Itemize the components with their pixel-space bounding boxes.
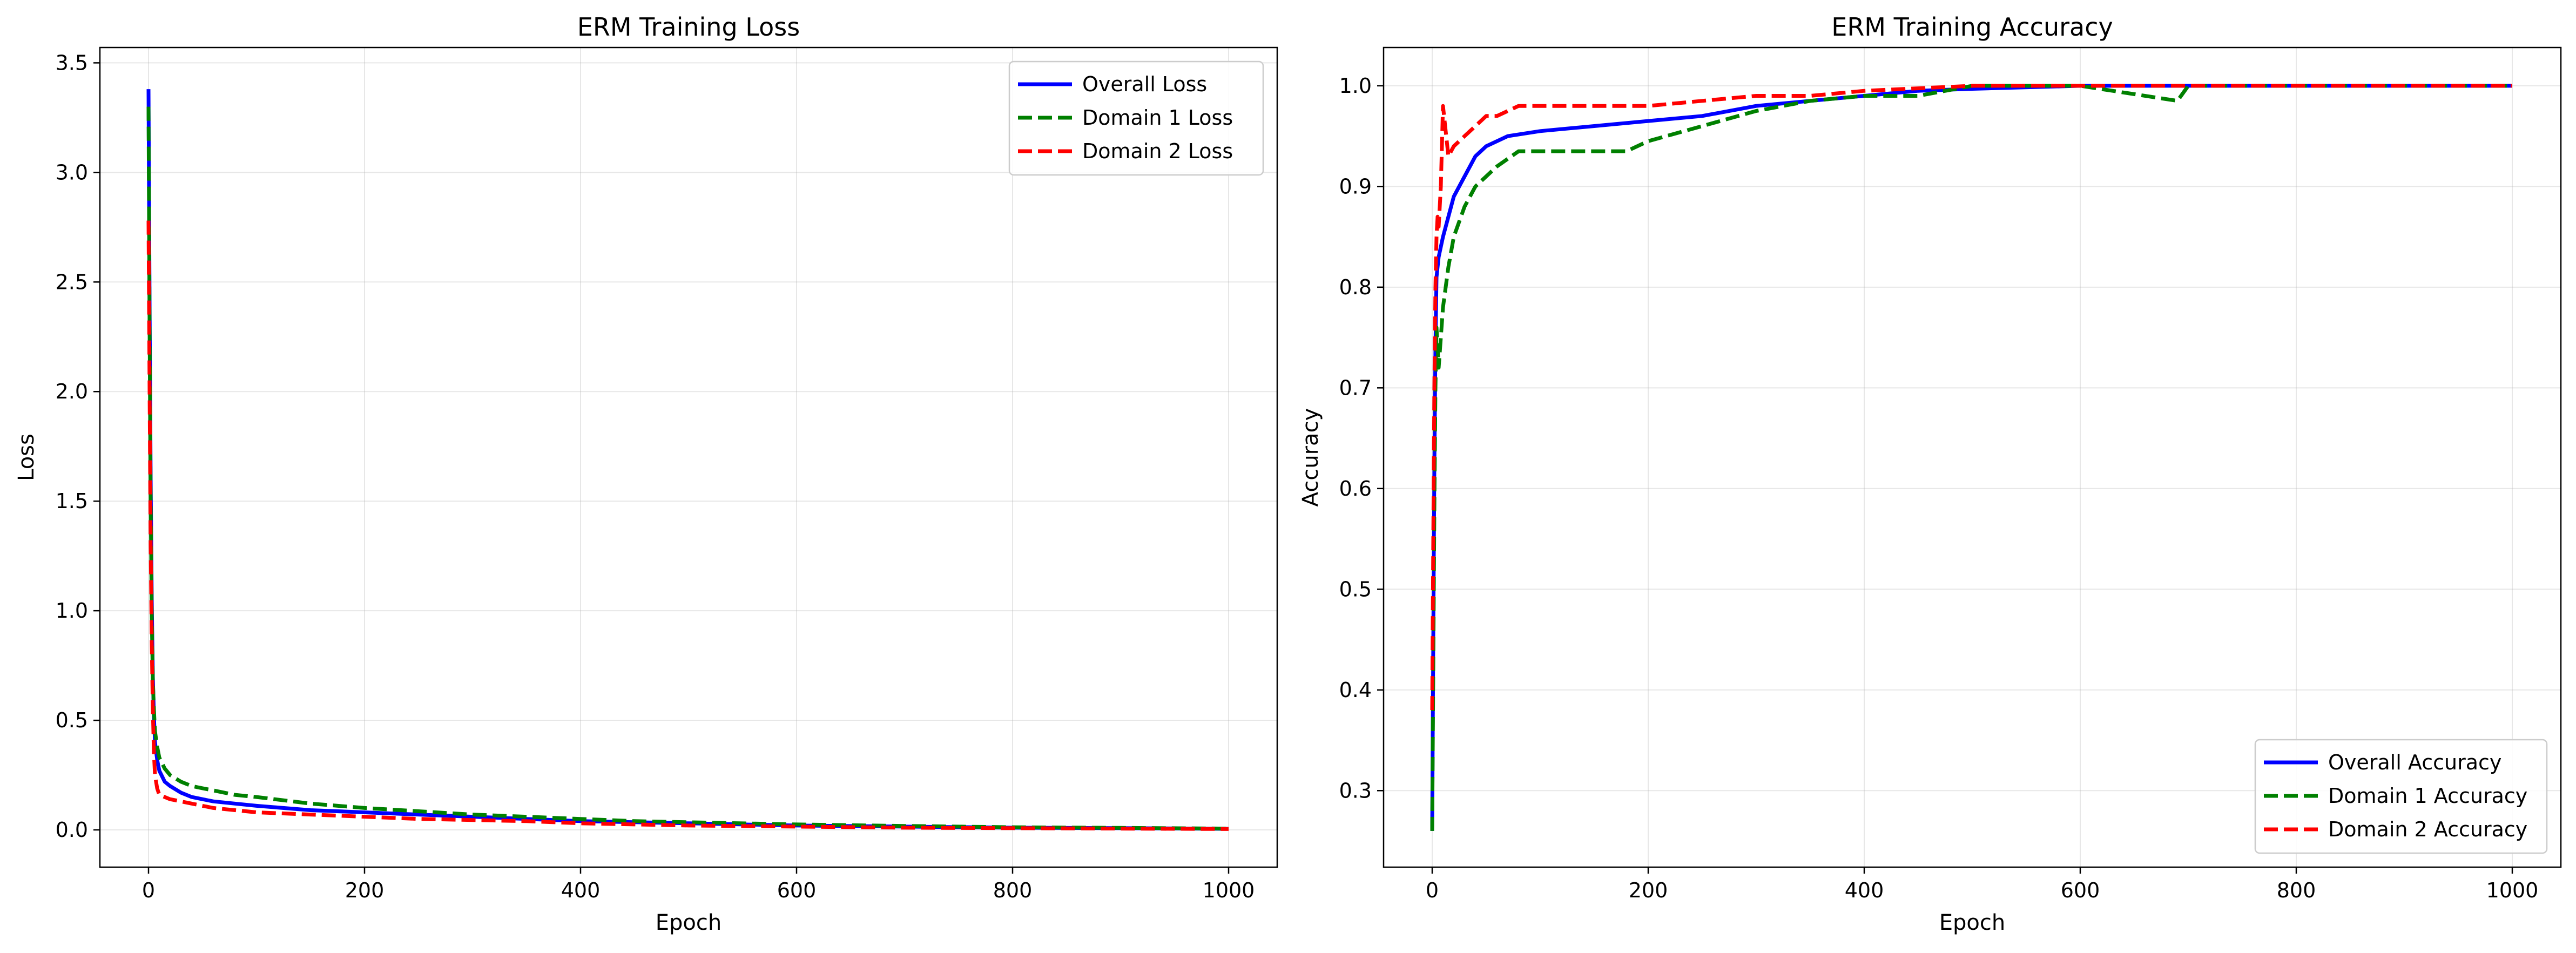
y-tick-label: 0.3 (1339, 779, 1372, 802)
y-tick-label: 1.0 (56, 599, 88, 623)
axis-ticks: 0 200 400 600 800 1000 0.0 0.5 1.0 1.5 2.0 2.5 3.0 3.… (56, 51, 1255, 902)
y-axis-label: Accuracy (1298, 408, 1323, 507)
legend: Overall Loss Domain 1 Loss Domain 2 Loss (1008, 60, 1264, 176)
x-tick-label: 600 (777, 878, 817, 902)
x-tick-label: 200 (345, 878, 385, 902)
x-tick-label: 200 (1629, 878, 1668, 902)
y-tick-label: 1.5 (56, 489, 88, 513)
y-tick-label: 0.9 (1339, 174, 1372, 198)
x-tick-label: 400 (1845, 878, 1884, 902)
y-tick-label: 0.4 (1339, 678, 1372, 702)
x-tick-label: 800 (993, 878, 1033, 902)
x-tick-label: 0 (1426, 878, 1439, 902)
y-tick-label: 0.8 (1339, 275, 1372, 299)
legend: Overall Accuracy Domain 1 Accuracy Domain … (2254, 739, 2548, 854)
y-tick-label: 2.0 (56, 380, 88, 403)
plot-frame (1383, 46, 2562, 868)
legend-label-1: Overall Accuracy (2328, 751, 2501, 774)
series-line-1 (146, 89, 1229, 831)
accuracy-chart: ERM Training Accuracy 0 200 400 600 800 10000… (1298, 12, 2562, 935)
loss-chart: ERM Training Loss 0 200 400 600 800 1000 0.0 0.… (14, 12, 1278, 935)
x-axis-label: Epoch (1939, 910, 2005, 935)
y-tick-label: 0.6 (1339, 477, 1372, 501)
series-line-3 (1430, 84, 2512, 711)
legend-box (2254, 739, 2548, 854)
y-axis-label: Loss (14, 434, 39, 481)
x-tick-label: 0 (142, 878, 155, 902)
legend-label-3: Domain 2 Accuracy (2328, 817, 2527, 841)
x-tick-label: 800 (2277, 878, 2316, 902)
legend-box (1008, 60, 1264, 176)
plot-lines (146, 89, 1229, 831)
x-tick-label: 1000 (2486, 878, 2539, 902)
legend-label-2: Domain 1 Loss (1082, 106, 1233, 130)
y-tick-label: 0.5 (1339, 577, 1372, 601)
legend-label-2: Domain 1 Accuracy (2328, 784, 2527, 808)
x-tick-label: 400 (561, 878, 601, 902)
y-tick-label: 1.0 (1339, 74, 1372, 98)
axis-ticks: 0 200 400 600 800 1000 0.3 0.4 0.5 0.6 0.7 0.8 0.9 1.… (1339, 74, 2539, 902)
x-tick-label: 600 (2061, 878, 2100, 902)
y-tick-label: 2.5 (56, 270, 88, 294)
plot-frame (99, 46, 1278, 868)
chart-title: ERM Training Accuracy (1831, 12, 2113, 42)
y-tick-label: 3.0 (56, 160, 88, 184)
series-line-3 (146, 220, 1229, 831)
chart-title: ERM Training Loss (577, 12, 800, 42)
y-tick-label: 0.7 (1339, 376, 1372, 400)
legend-label-1: Overall Loss (1082, 72, 1207, 96)
x-tick-label: 1000 (1203, 878, 1255, 902)
series-line-2 (146, 106, 1229, 831)
y-tick-label: 3.5 (56, 51, 88, 75)
series-line-2 (1430, 84, 2512, 831)
y-tick-label: 0.0 (56, 818, 88, 842)
series-line-1 (1430, 84, 2512, 831)
plot-lines (1430, 84, 2512, 831)
y-tick-label: 0.5 (56, 708, 88, 732)
legend-label-3: Domain 2 Loss (1082, 139, 1233, 163)
x-axis-label: Epoch (656, 910, 721, 935)
